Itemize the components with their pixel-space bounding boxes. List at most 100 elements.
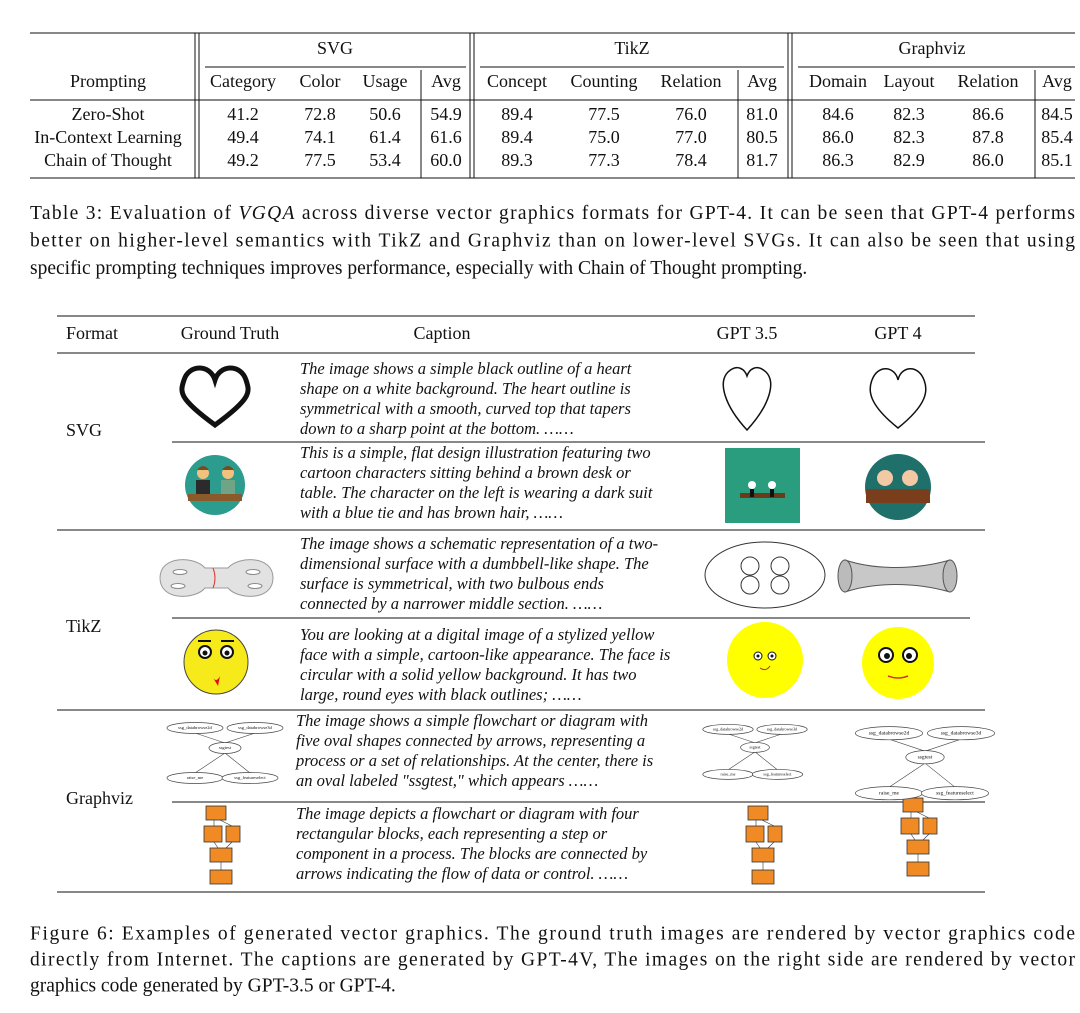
cell: 61.4	[369, 127, 401, 147]
cell: 77.3	[588, 150, 620, 170]
graph-node-label: raise_me	[721, 771, 736, 776]
figure-column-header: GPT 3.5	[717, 323, 778, 343]
cell: 49.4	[227, 127, 259, 147]
example-caption: rectangular blocks, each representing a …	[296, 824, 608, 843]
column-header: Counting	[570, 71, 637, 91]
column-header: Relation	[958, 71, 1019, 91]
example-caption: connected by a narrower middle section. …	[300, 594, 602, 613]
example-caption: surface is symmetrical, with two bulbous…	[300, 574, 604, 593]
figure-caption-line: graphics code generated by GPT-3.5 or GP…	[30, 975, 396, 996]
cell: 77.5	[588, 104, 620, 124]
example-caption: an oval labeled "ssgtest," which appears…	[296, 771, 598, 790]
graph-edge	[727, 733, 756, 744]
cell: 82.3	[893, 127, 925, 147]
graph-node	[208, 742, 242, 754]
example-caption: large, round eyes with black outlines; ……	[300, 685, 582, 704]
graph-node	[702, 724, 754, 735]
table-caption-line: better on higher-level semantics with Ti…	[30, 231, 1075, 252]
column-header: Avg	[747, 71, 777, 91]
column-header: Avg	[431, 71, 461, 91]
example-caption: down to a sharp point at the bottom. ……	[300, 419, 574, 438]
graph-node	[751, 769, 804, 780]
example-caption: This is a simple, flat design illustrati…	[300, 443, 651, 462]
example-caption: dimensional surface with a dumbbell-like…	[300, 554, 649, 573]
cell: 77.0	[675, 127, 707, 147]
cell: 77.5	[304, 150, 336, 170]
row-label: Chain of Thought	[44, 150, 172, 170]
row-label: Zero-Shot	[72, 104, 145, 124]
example-caption: cartoon characters sitting behind a brow…	[300, 463, 631, 482]
face-images	[183, 622, 934, 699]
column-header: Prompting	[70, 71, 146, 91]
cell: 85.4	[1041, 127, 1073, 147]
cell: 41.2	[227, 104, 259, 124]
graph-node-label: ssgtest	[918, 754, 933, 760]
graph-edge	[194, 732, 226, 744]
caption-text: VGQA	[238, 203, 294, 224]
graph-node	[166, 722, 224, 734]
figure-column-header: Format	[66, 323, 118, 343]
column-header: Category	[210, 71, 276, 91]
group-header: SVG	[317, 38, 353, 58]
cell: 84.5	[1041, 104, 1073, 124]
example-caption: with a blue tie and has brown hair, ……	[300, 503, 563, 522]
group-header: TikZ	[614, 38, 649, 58]
cell: 86.6	[972, 104, 1004, 124]
graph-node-label: ssg_featureselect	[763, 771, 792, 776]
cell: 86.0	[822, 127, 854, 147]
graph-node	[905, 750, 945, 765]
cell: 78.4	[675, 150, 707, 170]
graph-edge	[754, 733, 783, 744]
cell: 89.3	[501, 150, 533, 170]
example-caption: The image shows a simple black outline o…	[300, 359, 632, 378]
graph-node-label: ssg_databrowse3d	[941, 730, 982, 736]
graph-node	[221, 772, 279, 784]
column-header: Relation	[661, 71, 722, 91]
caption-text: across diverse vector graphics formats f…	[296, 203, 1075, 224]
column-header: Color	[299, 71, 340, 91]
figure-column-header: GPT 4	[874, 323, 921, 343]
table-caption-line: specific prompting techniques improves p…	[30, 258, 807, 279]
figure-column-header: Caption	[414, 323, 471, 343]
graph-edge	[924, 762, 956, 788]
graph-node-label: ssg_databrowse2d	[713, 726, 744, 731]
graph-edge	[754, 751, 778, 771]
graph-node-label: ssg_databrowse3d	[767, 726, 798, 731]
figure-rules	[57, 315, 985, 893]
cell: 86.3	[822, 150, 854, 170]
cell: 53.4	[369, 150, 401, 170]
dumbbell-images	[159, 541, 958, 609]
format-label: Graphviz	[66, 788, 133, 808]
graph-node-label: ssg_databrowse2d	[869, 730, 910, 736]
cell: 84.6	[822, 104, 854, 124]
cell: 80.5	[746, 127, 778, 147]
example-caption: table. The character on the left is wear…	[300, 483, 653, 502]
graph-node	[756, 724, 808, 735]
figure-caption-line: Figure 6: Examples of generated vector g…	[30, 923, 1075, 944]
caption-text: Table 3: Evaluation of	[30, 203, 237, 224]
graph-edge	[888, 738, 926, 752]
cell: 49.2	[227, 150, 259, 170]
cartoon-images	[185, 448, 931, 523]
example-caption: circular with a solid yellow background.…	[300, 665, 637, 684]
table-caption-line: Table 3: Evaluation of VGQA across diver…	[30, 203, 1075, 224]
example-caption: You are looking at a digital image of a …	[300, 625, 654, 644]
cell: 72.8	[304, 104, 336, 124]
cell: 81.7	[746, 150, 778, 170]
example-caption: process or a set of relationships. At th…	[295, 751, 653, 770]
graph-edge	[888, 762, 926, 788]
column-header: Avg	[1042, 71, 1072, 91]
graph-node	[927, 726, 995, 741]
figure-caption-line: directly from Internet. The captions are…	[30, 949, 1076, 970]
graph-edge	[924, 738, 962, 752]
example-caption: shape on a white background. The heart o…	[300, 379, 631, 398]
group-header: Graphviz	[899, 38, 966, 58]
graph-edge	[194, 752, 226, 774]
cell: 60.0	[430, 150, 462, 170]
example-caption: The image shows a schematic representati…	[300, 534, 658, 553]
example-caption: The image shows a simple flowchart or di…	[296, 711, 648, 730]
example-caption: five oval shapes connected by arrows, re…	[296, 731, 645, 750]
